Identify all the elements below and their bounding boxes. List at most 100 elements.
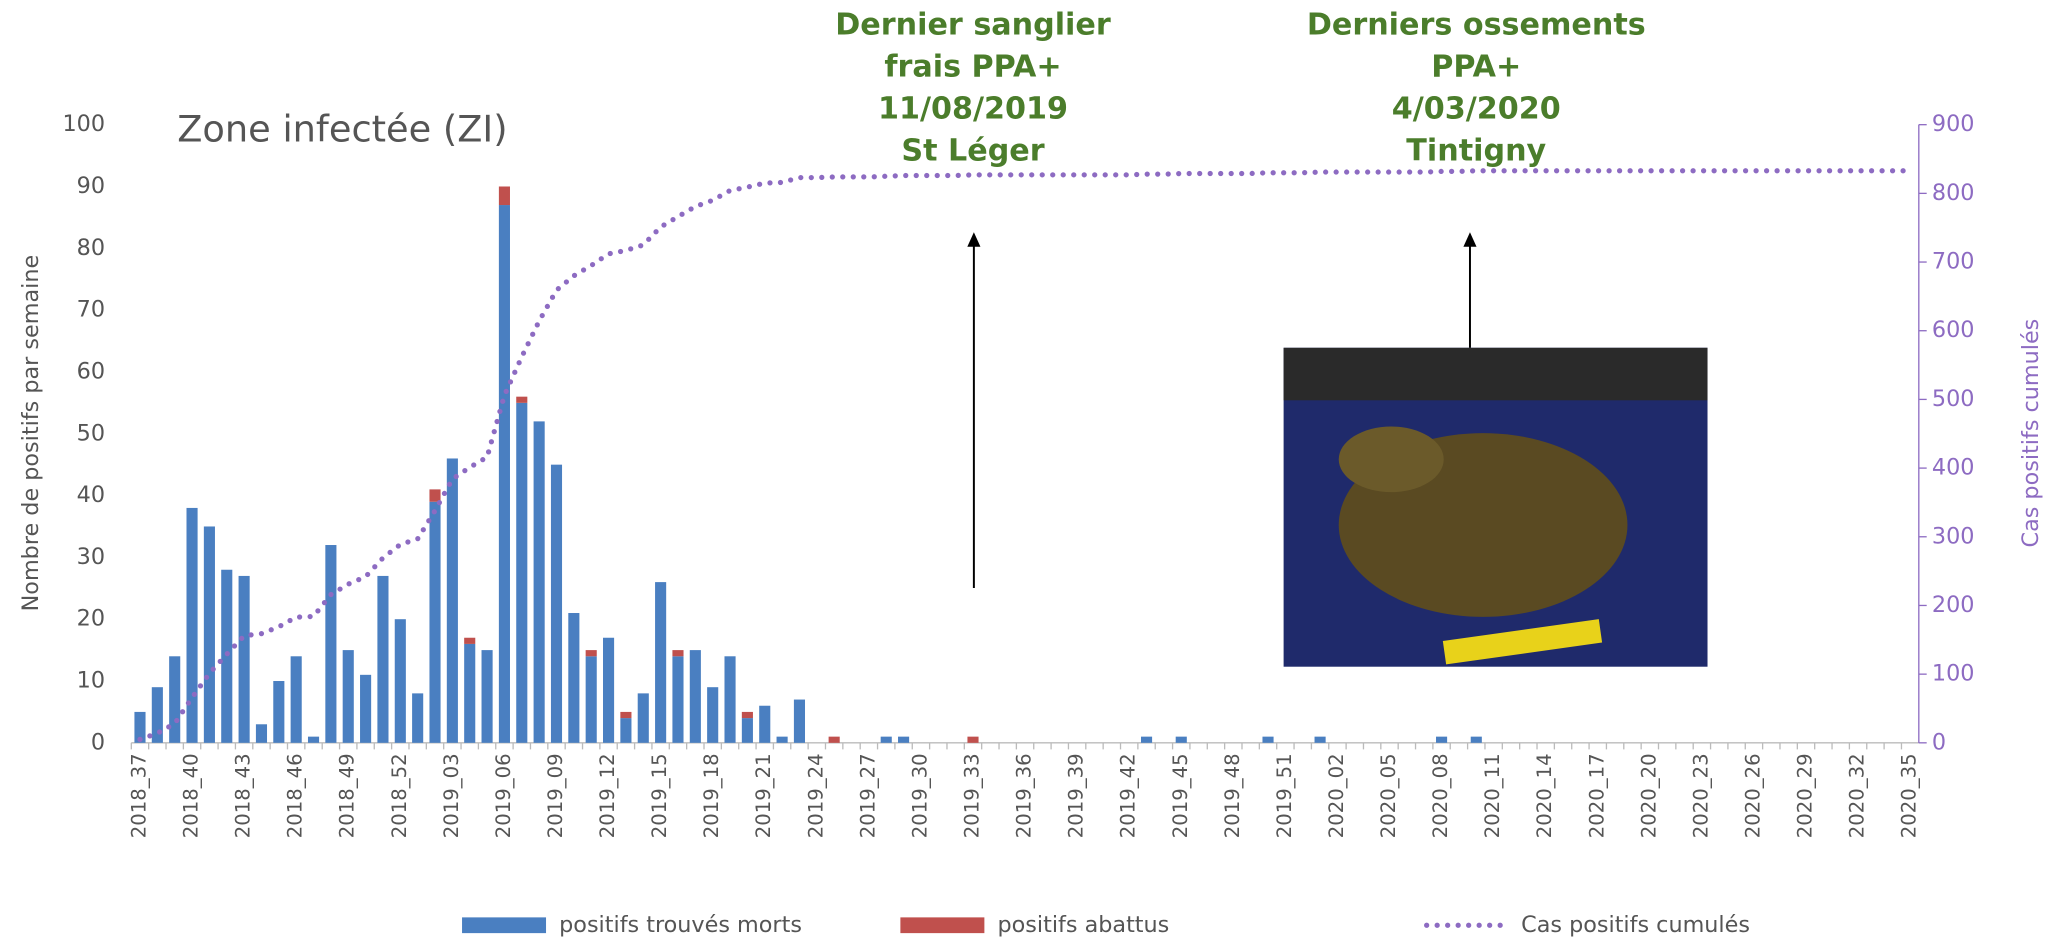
bar	[446, 458, 458, 743]
bar	[307, 736, 320, 743]
y2-tick-label: 100	[1932, 661, 1975, 687]
x-tick-label: 2020_20	[1637, 753, 1660, 838]
x-tick-label: 2018_46	[284, 753, 307, 838]
bar	[342, 650, 354, 743]
x-tick-label: 2018_49	[336, 753, 359, 838]
legend-swatch	[900, 917, 985, 934]
bar	[203, 526, 215, 743]
y-tick-label: 100	[62, 111, 105, 137]
bar	[464, 643, 476, 743]
x-tick-label: 2018_52	[388, 753, 411, 838]
x-tick-label: 2019_12	[596, 753, 619, 838]
x-tick-label: 2020_32	[1846, 753, 1869, 838]
y2-axis-label: Cas positifs cumulés	[2018, 319, 2044, 548]
bar	[793, 699, 806, 743]
bar	[377, 575, 389, 743]
bar	[533, 421, 545, 743]
bar	[464, 637, 476, 644]
y2-tick-label: 800	[1932, 180, 1975, 206]
bar	[516, 402, 528, 743]
bar	[672, 650, 684, 657]
x-tick-label: 2019_42	[1117, 753, 1140, 838]
arrow-head	[1463, 232, 1477, 247]
legend-label: Cas positifs cumulés	[1521, 912, 1750, 938]
bar	[1175, 736, 1187, 743]
x-tick-label: 2019_30	[908, 753, 931, 838]
bar	[412, 693, 424, 743]
x-tick-label: 2020_17	[1585, 753, 1608, 838]
annotation-text: St Léger	[901, 134, 1044, 169]
x-tick-label: 2020_35	[1898, 753, 1921, 838]
bar	[585, 656, 597, 743]
bar	[741, 718, 753, 743]
bar	[1314, 736, 1326, 743]
photo-bones	[1338, 426, 1444, 493]
bar	[429, 501, 441, 743]
bar	[1470, 736, 1482, 743]
annotation-text: 11/08/2019	[878, 92, 1068, 127]
x-tick-label: 2020_08	[1429, 753, 1452, 838]
bar	[898, 736, 910, 743]
bar	[724, 656, 736, 743]
x-tick-label: 2020_02	[1325, 753, 1348, 838]
bar	[273, 681, 285, 743]
arrow	[967, 232, 1477, 588]
x-tick-label: 2019_33	[960, 753, 983, 838]
x-tick-label: 2020_05	[1377, 753, 1400, 838]
bar	[325, 545, 337, 743]
y2-tick-label: 900	[1932, 111, 1975, 137]
bar	[394, 619, 406, 743]
x-tick-label: 2018_43	[232, 753, 255, 838]
photo-top	[1283, 347, 1708, 401]
legend-swatch	[462, 917, 547, 934]
x-tick-label: 2020_23	[1689, 753, 1712, 838]
bar	[481, 650, 493, 743]
legend-label: positifs abattus	[998, 912, 1170, 938]
bar	[620, 711, 632, 719]
bar	[637, 693, 649, 743]
bar	[360, 674, 372, 743]
annotation-text: Derniers ossements	[1307, 8, 1646, 43]
photo	[1283, 347, 1708, 667]
photo-label	[1442, 619, 1603, 665]
arrow-head	[967, 232, 981, 247]
bar	[620, 718, 632, 743]
x-tick-label: 2019_51	[1273, 753, 1296, 838]
y-tick-label: 70	[77, 297, 105, 323]
bar	[655, 582, 667, 743]
y-axis-label: Nombre de positifs par semaine	[18, 255, 44, 612]
line	[137, 168, 1913, 743]
bar	[186, 507, 198, 743]
bar	[1436, 736, 1448, 743]
x-tick-label: 2019_03	[440, 753, 463, 838]
bar	[1262, 736, 1274, 743]
bar	[759, 705, 771, 743]
y2-tick-label: 400	[1932, 455, 1975, 481]
y-tick-label: 80	[77, 235, 105, 261]
y-tick-label: 60	[77, 358, 105, 384]
x-tick-label: 2020_29	[1794, 753, 1817, 838]
x-tick-label: 2019_18	[700, 753, 723, 838]
bar	[707, 687, 719, 743]
bar	[828, 736, 840, 743]
y-tick-label: 40	[77, 482, 105, 508]
x-tick-label: 2019_48	[1221, 753, 1244, 838]
bar	[498, 186, 510, 206]
bar	[776, 736, 788, 743]
y2-tick-label: 700	[1932, 249, 1975, 275]
x-tick-label: 2019_39	[1065, 753, 1088, 838]
y-tick-label: 30	[77, 544, 105, 570]
bar	[880, 736, 892, 743]
y-tick-label: 10	[77, 668, 105, 694]
x-tick-label: 2019_36	[1013, 753, 1036, 838]
x-tick-label: 2020_26	[1741, 753, 1764, 838]
bar	[568, 613, 580, 743]
x-tick-label: 2019_24	[804, 753, 827, 838]
chart-title: Zone infectée (ZI)	[177, 108, 507, 151]
x-tick-label: 2019_06	[492, 753, 515, 838]
x-tick-label: 2019_21	[752, 753, 775, 838]
y-tick-label: 90	[77, 173, 105, 199]
bar	[238, 575, 250, 743]
